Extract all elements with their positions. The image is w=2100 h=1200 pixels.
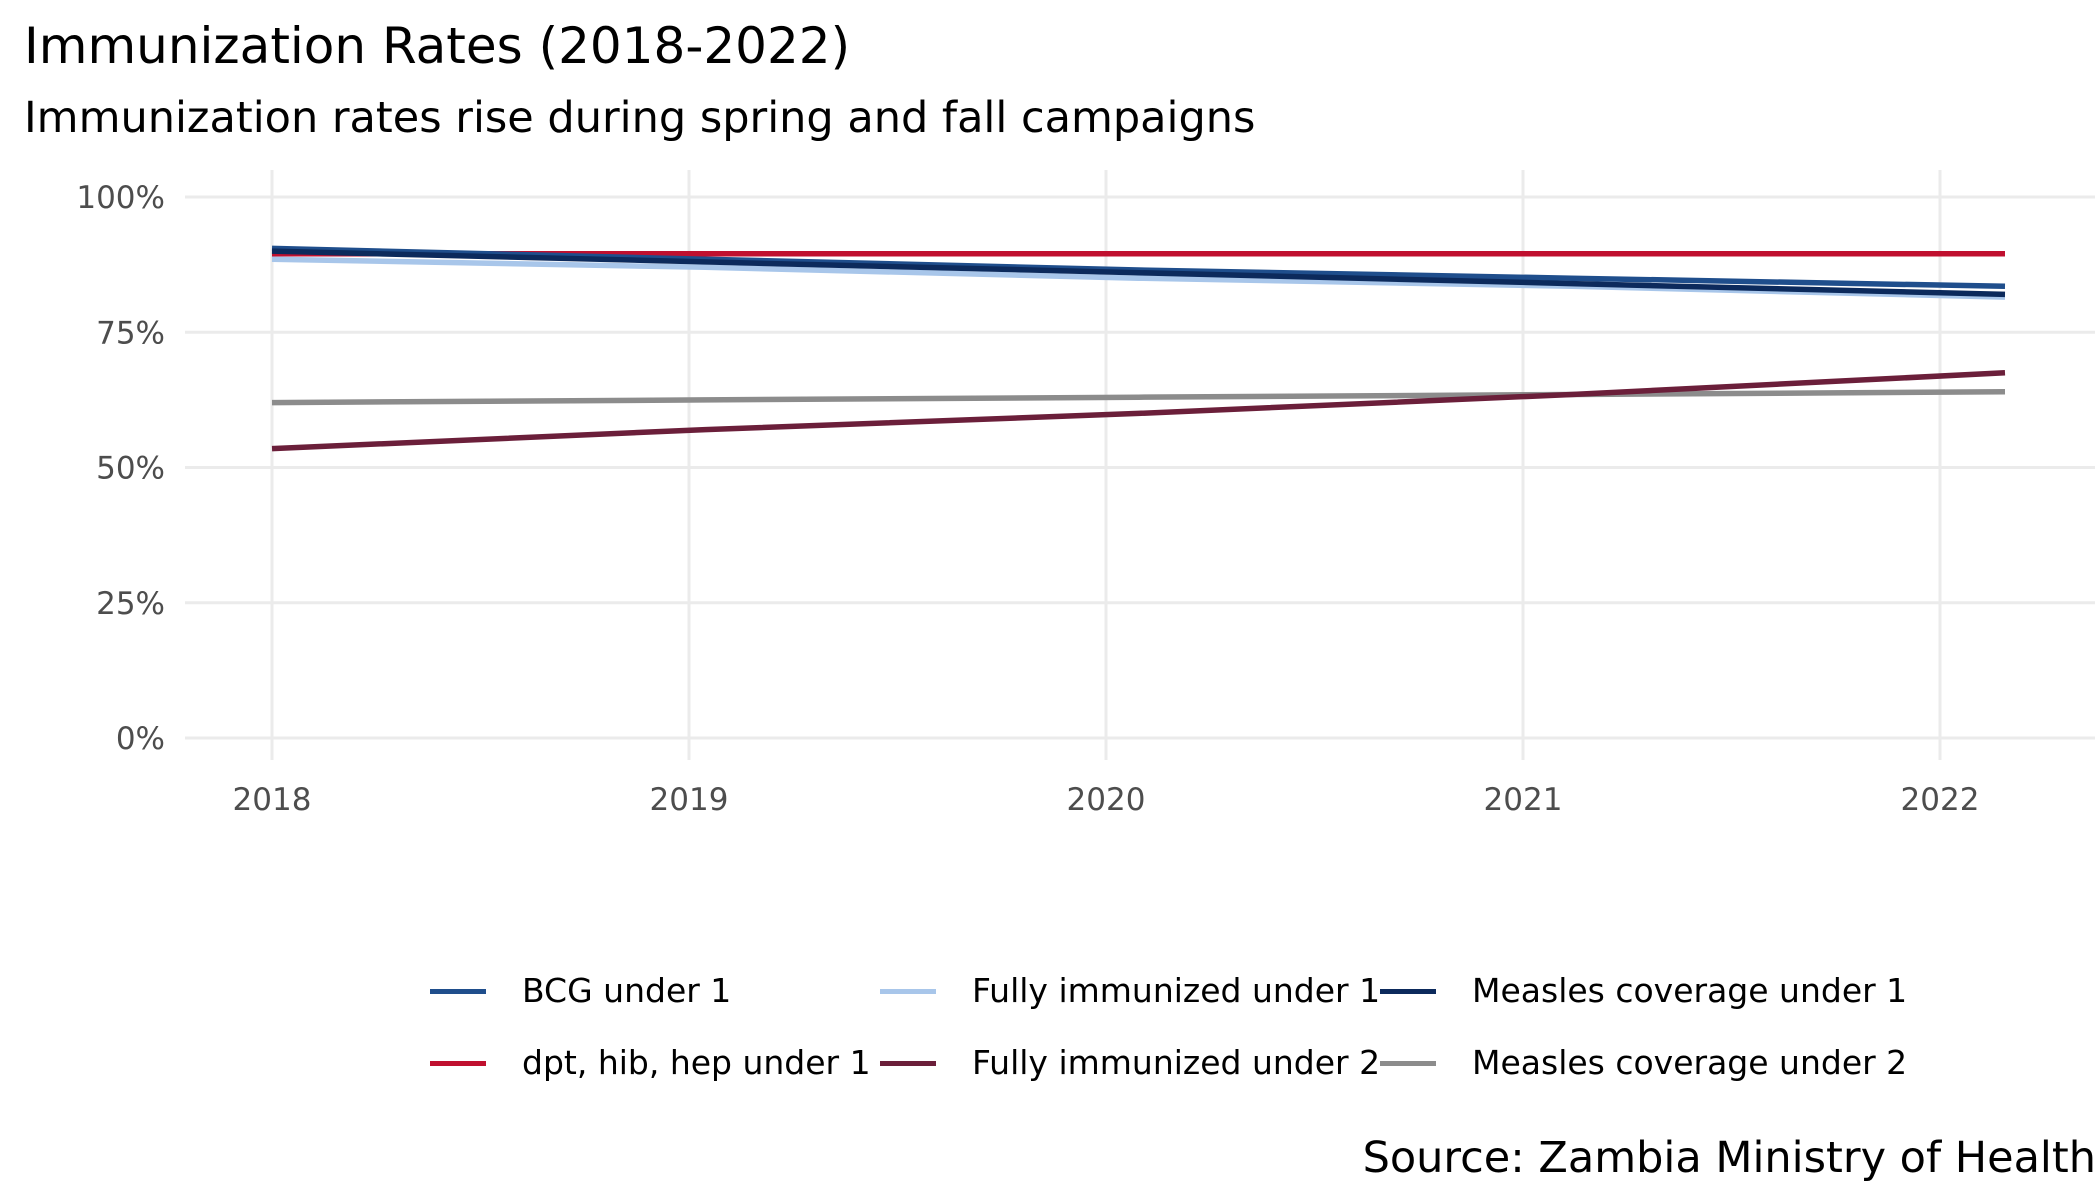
legend-key-swatch [1380,1060,1436,1066]
legend-key-swatch [880,1060,936,1066]
grid-layer [185,170,2095,760]
legend-item: Measles coverage under 1 [1380,971,1907,1011]
chart-subtitle: Immunization rates rise during spring an… [24,93,1256,143]
legend-label: Measles coverage under 1 [1472,971,1908,1010]
y-tick-label: 75% [96,315,165,351]
y-tick-label: 50% [96,451,165,487]
legend-key-swatch [430,1060,486,1066]
legend-label: Measles coverage under 2 [1472,1043,1908,1082]
legend-key-swatch [1380,988,1436,994]
legend-label: Fully immunized under 1 [972,971,1381,1010]
legend-label: BCG under 1 [522,971,732,1010]
chart-caption: Source: Zambia Ministry of Health [1362,1133,2096,1183]
legend-label: Fully immunized under 2 [972,1043,1381,1082]
chart-title: Immunization Rates (2018-2022) [24,17,851,75]
y-tick-label: 100% [76,180,165,216]
x-tick-label: 2018 [233,782,312,818]
y-tick-label: 0% [116,721,165,757]
series-line-fully-immunized-under-2 [271,370,2006,452]
legend-key-swatch [880,988,936,994]
legend-item: Measles coverage under 2 [1380,1043,1907,1083]
x-tick-label: 2021 [1484,782,1563,818]
x-tick-label: 2019 [650,782,729,818]
y-tick-label: 25% [96,586,165,622]
series-line-fully-immunized-under-1 [271,256,2006,300]
x-tick-label: 2022 [1901,782,1980,818]
legend-key-swatch [430,988,486,994]
legend-item: Fully immunized under 2 [880,1043,1380,1083]
x-tick-label: 2020 [1067,782,1146,818]
legend-item: dpt, hib, hep under 1 [430,1043,880,1083]
legend: BCG under 1 Fully immunized under 1 Measle… [430,955,1907,1099]
axis-layer: 0% 25% 50% 75% 100% 2018 2019 2020 2021 2022 [76,180,1979,818]
series-line-measles-coverage-under-2 [271,389,2006,406]
legend-label: dpt, hib, hep under 1 [522,1043,871,1082]
legend-item: Fully immunized under 1 [880,971,1380,1011]
series-layer [271,245,2006,452]
legend-item: BCG under 1 [430,971,880,1011]
series-line-measles-coverage-under-1 [271,248,2006,298]
